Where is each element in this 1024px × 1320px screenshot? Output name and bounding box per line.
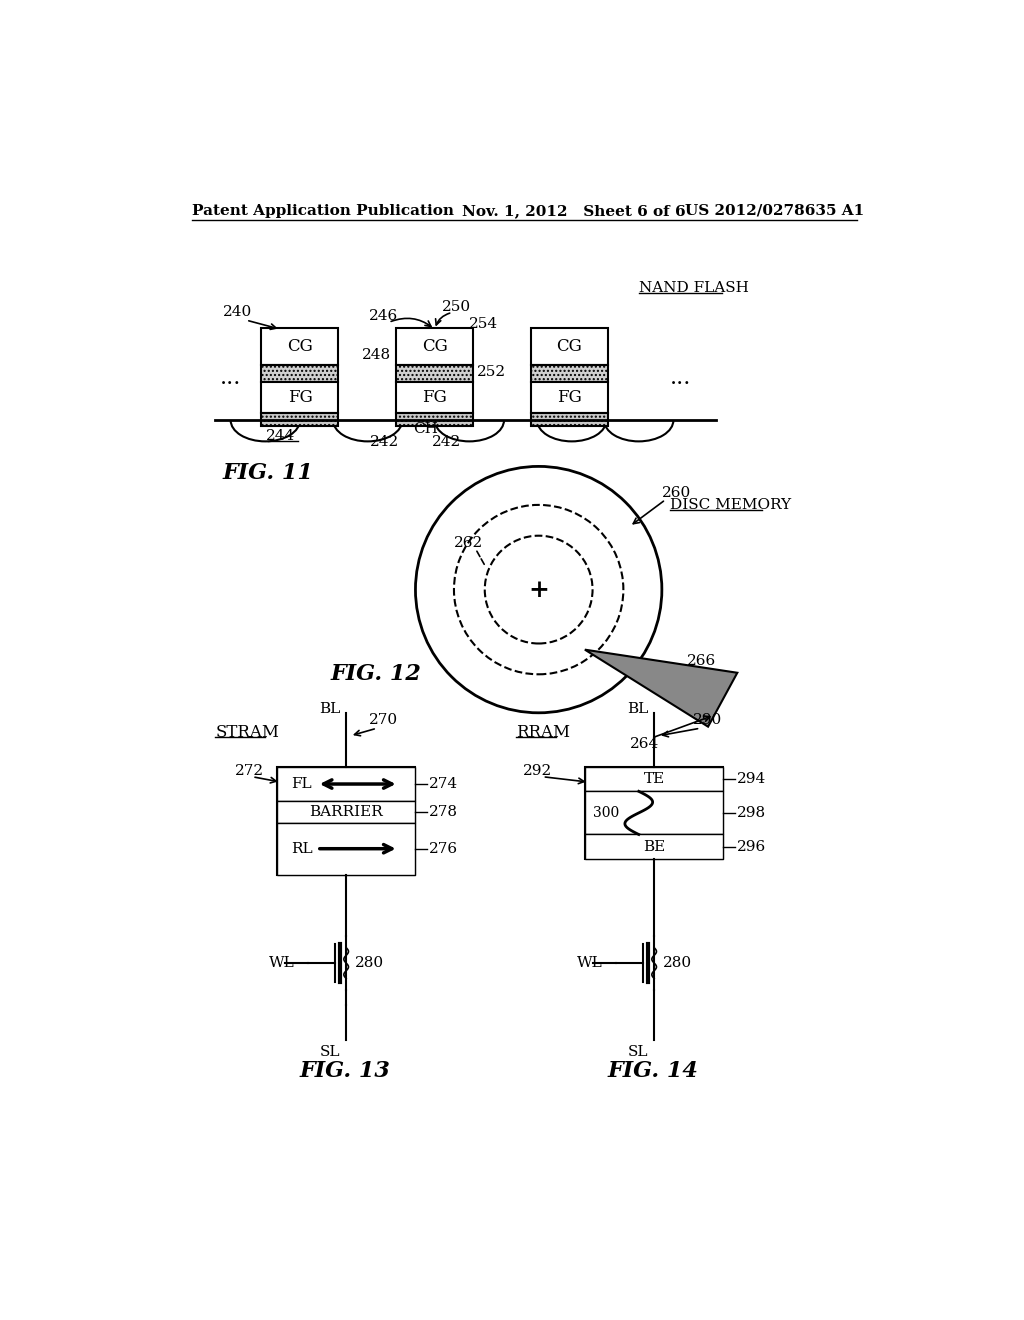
Text: FG: FG — [288, 388, 312, 405]
Bar — [261, 327, 339, 364]
Bar — [261, 413, 339, 426]
Text: 290: 290 — [692, 714, 722, 727]
Bar — [531, 413, 608, 426]
Bar — [585, 834, 724, 859]
Text: 242: 242 — [432, 434, 461, 449]
Text: 270: 270 — [370, 714, 398, 727]
Text: 248: 248 — [361, 347, 391, 362]
Text: SL: SL — [319, 1044, 340, 1059]
Text: CH: CH — [413, 422, 438, 437]
Text: US 2012/0278635 A1: US 2012/0278635 A1 — [685, 203, 864, 218]
Text: 262: 262 — [454, 536, 483, 550]
Bar — [585, 767, 724, 859]
Bar — [531, 364, 608, 381]
Text: RL: RL — [291, 842, 312, 855]
Bar — [396, 381, 473, 412]
Text: 264: 264 — [630, 737, 658, 751]
Text: FL: FL — [291, 777, 311, 791]
Text: 296: 296 — [736, 840, 766, 854]
Text: 254: 254 — [469, 317, 499, 331]
Polygon shape — [585, 649, 737, 726]
Text: FIG. 12: FIG. 12 — [331, 664, 422, 685]
Text: 278: 278 — [429, 805, 458, 820]
Text: 260: 260 — [662, 486, 691, 500]
Text: +: + — [528, 578, 549, 602]
Text: DISC MEMORY: DISC MEMORY — [670, 498, 791, 512]
Text: CG: CG — [422, 338, 447, 355]
Text: 298: 298 — [736, 807, 766, 820]
Text: 240: 240 — [223, 305, 252, 319]
Text: SL: SL — [628, 1044, 648, 1059]
Text: ...: ... — [220, 367, 242, 389]
Text: 246: 246 — [370, 309, 398, 323]
Text: FIG. 11: FIG. 11 — [223, 462, 313, 483]
Text: TE: TE — [643, 772, 665, 785]
Bar — [276, 767, 416, 801]
Text: 244: 244 — [266, 429, 295, 442]
Bar — [585, 767, 724, 792]
Bar — [531, 327, 608, 364]
Text: FIG. 13: FIG. 13 — [300, 1060, 391, 1082]
Text: NAND FLASH: NAND FLASH — [639, 281, 749, 294]
Text: BL: BL — [627, 702, 648, 715]
Bar — [396, 413, 473, 426]
Bar — [531, 381, 608, 412]
Bar — [276, 822, 416, 875]
Text: 276: 276 — [429, 842, 458, 855]
Text: 252: 252 — [477, 366, 506, 379]
Text: FG: FG — [422, 388, 447, 405]
Text: STRAM: STRAM — [215, 723, 280, 741]
Text: 292: 292 — [523, 763, 553, 777]
Bar — [276, 801, 416, 822]
Text: BARRIER: BARRIER — [309, 805, 383, 820]
Text: 266: 266 — [687, 655, 717, 668]
Text: Patent Application Publication: Patent Application Publication — [193, 203, 455, 218]
Text: BE: BE — [643, 840, 666, 854]
Text: 300: 300 — [593, 807, 618, 820]
Text: FIG. 14: FIG. 14 — [608, 1060, 698, 1082]
Text: 242: 242 — [370, 434, 399, 449]
Bar — [396, 327, 473, 364]
Text: Nov. 1, 2012   Sheet 6 of 6: Nov. 1, 2012 Sheet 6 of 6 — [462, 203, 685, 218]
Text: BL: BL — [318, 702, 340, 715]
Bar — [261, 364, 339, 381]
Text: ...: ... — [670, 367, 691, 389]
Text: CG: CG — [287, 338, 313, 355]
Text: 294: 294 — [736, 772, 766, 785]
Text: 280: 280 — [664, 956, 692, 970]
Text: WL: WL — [578, 956, 603, 970]
Text: RRAM: RRAM — [515, 723, 569, 741]
Text: WL: WL — [269, 956, 295, 970]
Text: 280: 280 — [355, 956, 385, 970]
Bar — [276, 767, 416, 875]
Text: 272: 272 — [234, 763, 263, 777]
Bar — [261, 381, 339, 412]
Text: FG: FG — [557, 388, 582, 405]
Bar — [396, 364, 473, 381]
Text: 250: 250 — [442, 300, 471, 314]
Text: CG: CG — [557, 338, 583, 355]
Text: 274: 274 — [429, 777, 458, 791]
Bar — [585, 792, 724, 834]
